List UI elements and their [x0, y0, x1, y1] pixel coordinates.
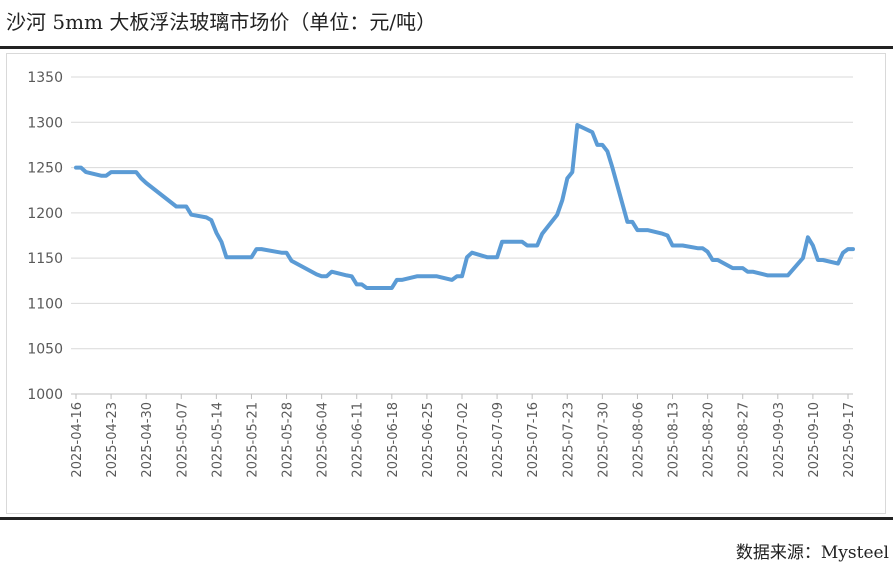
x-tick-label: 2025-05-14 — [210, 402, 225, 478]
x-tick-label: 2025-07-30 — [596, 402, 611, 478]
x-tick-label: 2025-05-21 — [245, 402, 260, 478]
x-tick-label: 2025-05-28 — [281, 402, 296, 478]
x-tick-label: 2025-07-16 — [526, 402, 541, 478]
x-tick-labels: 2025-04-16 2025-04-23 2025-04-30 2025-05-07… — [70, 402, 857, 478]
top-divider — [0, 46, 893, 49]
x-axis — [71, 393, 853, 399]
x-tick-label: 2025-07-23 — [561, 402, 576, 478]
y-tick-label: 1000 — [27, 387, 63, 403]
x-tick-label: 2025-08-20 — [702, 402, 717, 478]
gridlines — [71, 76, 853, 350]
y-tick-label: 1300 — [27, 115, 63, 131]
chart-title: 沙河 5mm 大板浮法玻璃市场价（单位：元/吨） — [6, 10, 437, 34]
y-tick-label: 1100 — [27, 296, 63, 312]
series-layer — [74, 123, 855, 290]
x-tick-label: 2025-09-17 — [842, 402, 857, 478]
bottom-divider — [0, 517, 893, 520]
data-source: 数据来源：Mysteel — [735, 543, 889, 563]
y-tick-label: 1150 — [27, 251, 63, 267]
series-line — [74, 123, 855, 290]
chart-frame — [6, 53, 886, 514]
x-tick-label: 2025-09-03 — [772, 402, 787, 478]
x-tick-label: 2025-06-25 — [421, 402, 436, 478]
y-tick-label: 1200 — [27, 206, 63, 222]
y-tick-label: 1350 — [27, 70, 63, 86]
x-tick-label: 2025-06-04 — [316, 402, 331, 478]
x-tick-label: 2025-07-09 — [491, 402, 506, 478]
x-tick-label: 2025-04-23 — [105, 402, 120, 478]
x-tick-label: 2025-04-30 — [140, 402, 155, 478]
x-tick-label: 2025-07-02 — [456, 402, 471, 478]
x-tick-label: 2025-08-06 — [631, 402, 646, 478]
x-tick-label: 2025-05-07 — [175, 402, 190, 478]
x-tick-label: 2025-09-10 — [807, 402, 822, 478]
x-tick-label: 2025-08-27 — [737, 402, 752, 478]
x-tick-label: 2025-04-16 — [70, 402, 85, 478]
y-tick-label: 1050 — [27, 342, 63, 358]
x-tick-label: 2025-06-11 — [351, 402, 366, 478]
x-tick-label: 2025-08-13 — [667, 402, 682, 478]
x-tick-label: 2025-06-18 — [386, 402, 401, 478]
y-axis: 1000 1050 1100 1150 1200 1250 1300 1350 — [27, 70, 63, 403]
y-tick-label: 1250 — [27, 161, 63, 177]
